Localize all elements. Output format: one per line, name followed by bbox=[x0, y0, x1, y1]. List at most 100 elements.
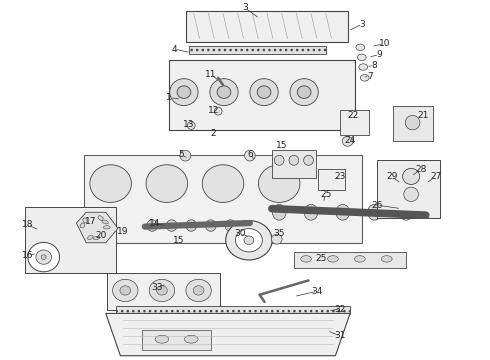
Ellipse shape bbox=[113, 279, 138, 302]
Ellipse shape bbox=[360, 75, 369, 81]
Ellipse shape bbox=[304, 155, 314, 165]
Bar bbox=[25, 207, 116, 273]
Text: 16: 16 bbox=[22, 251, 33, 260]
Text: 4: 4 bbox=[172, 45, 177, 54]
Ellipse shape bbox=[301, 256, 312, 262]
Ellipse shape bbox=[250, 79, 278, 105]
Text: 10: 10 bbox=[378, 39, 390, 48]
Ellipse shape bbox=[80, 223, 85, 228]
Ellipse shape bbox=[155, 335, 169, 343]
Text: 31: 31 bbox=[335, 332, 346, 341]
Ellipse shape bbox=[205, 220, 216, 231]
Bar bbox=[392, 107, 433, 140]
Bar bbox=[377, 160, 441, 218]
Ellipse shape bbox=[90, 165, 131, 202]
Text: 15: 15 bbox=[276, 141, 288, 150]
Text: 21: 21 bbox=[417, 111, 429, 120]
Bar bbox=[169, 60, 355, 130]
Text: 27: 27 bbox=[430, 172, 441, 181]
Ellipse shape bbox=[399, 204, 413, 220]
Ellipse shape bbox=[274, 155, 284, 165]
Bar bbox=[107, 273, 220, 310]
Bar bbox=[84, 155, 362, 243]
Ellipse shape bbox=[359, 64, 368, 70]
Text: 23: 23 bbox=[335, 172, 346, 181]
Ellipse shape bbox=[103, 226, 110, 229]
Text: 7: 7 bbox=[367, 72, 372, 81]
Ellipse shape bbox=[271, 234, 282, 244]
Ellipse shape bbox=[184, 335, 198, 343]
Ellipse shape bbox=[289, 155, 299, 165]
Ellipse shape bbox=[357, 54, 366, 60]
Bar bbox=[340, 110, 368, 135]
Ellipse shape bbox=[381, 256, 392, 262]
Text: 26: 26 bbox=[371, 201, 383, 210]
Ellipse shape bbox=[146, 165, 188, 202]
Text: 34: 34 bbox=[312, 287, 323, 296]
Ellipse shape bbox=[180, 150, 191, 161]
Ellipse shape bbox=[225, 220, 236, 231]
Text: 5: 5 bbox=[179, 150, 184, 159]
Ellipse shape bbox=[245, 150, 255, 161]
Text: 6: 6 bbox=[247, 150, 253, 159]
Ellipse shape bbox=[202, 165, 244, 202]
Ellipse shape bbox=[290, 79, 318, 105]
Bar bbox=[318, 168, 345, 190]
Ellipse shape bbox=[41, 255, 46, 260]
Text: 32: 32 bbox=[335, 305, 346, 314]
Ellipse shape bbox=[214, 107, 222, 115]
Ellipse shape bbox=[187, 122, 195, 130]
Text: 12: 12 bbox=[208, 105, 219, 114]
Ellipse shape bbox=[404, 187, 418, 202]
Ellipse shape bbox=[304, 204, 318, 220]
Ellipse shape bbox=[405, 116, 420, 130]
Ellipse shape bbox=[342, 136, 353, 146]
Text: 14: 14 bbox=[149, 219, 160, 228]
Text: 35: 35 bbox=[273, 229, 285, 238]
Ellipse shape bbox=[83, 218, 87, 223]
Ellipse shape bbox=[157, 286, 167, 295]
Ellipse shape bbox=[193, 286, 204, 295]
Ellipse shape bbox=[368, 204, 381, 220]
Ellipse shape bbox=[356, 44, 365, 50]
Ellipse shape bbox=[170, 79, 198, 105]
Text: 2: 2 bbox=[210, 129, 216, 138]
Ellipse shape bbox=[297, 86, 311, 98]
Text: 24: 24 bbox=[344, 136, 356, 145]
Text: 33: 33 bbox=[151, 283, 163, 292]
Ellipse shape bbox=[186, 279, 211, 302]
Polygon shape bbox=[76, 212, 118, 243]
Text: 13: 13 bbox=[183, 120, 195, 129]
Text: 9: 9 bbox=[376, 50, 382, 59]
Text: 3: 3 bbox=[359, 19, 365, 28]
Ellipse shape bbox=[258, 165, 300, 202]
Bar bbox=[143, 330, 211, 350]
Bar bbox=[272, 149, 316, 178]
Ellipse shape bbox=[28, 242, 60, 272]
Text: 19: 19 bbox=[117, 228, 128, 237]
Text: 15: 15 bbox=[173, 237, 185, 246]
Ellipse shape bbox=[272, 204, 286, 220]
Ellipse shape bbox=[36, 250, 51, 264]
Polygon shape bbox=[106, 314, 350, 356]
Text: 3: 3 bbox=[242, 3, 248, 12]
Ellipse shape bbox=[149, 279, 174, 302]
Ellipse shape bbox=[328, 256, 338, 262]
Ellipse shape bbox=[98, 216, 103, 220]
Text: 17: 17 bbox=[85, 217, 97, 226]
Ellipse shape bbox=[354, 256, 365, 262]
Text: 20: 20 bbox=[95, 231, 106, 240]
Ellipse shape bbox=[244, 236, 254, 244]
Ellipse shape bbox=[102, 220, 108, 224]
Ellipse shape bbox=[93, 236, 100, 240]
Bar bbox=[116, 306, 350, 314]
Ellipse shape bbox=[236, 229, 262, 252]
Ellipse shape bbox=[166, 220, 177, 231]
Text: 29: 29 bbox=[386, 172, 397, 181]
Bar bbox=[189, 45, 326, 54]
Ellipse shape bbox=[403, 168, 419, 184]
Bar bbox=[294, 252, 406, 268]
Text: 22: 22 bbox=[347, 111, 358, 120]
Text: 25: 25 bbox=[315, 255, 326, 264]
Text: 18: 18 bbox=[22, 220, 33, 229]
